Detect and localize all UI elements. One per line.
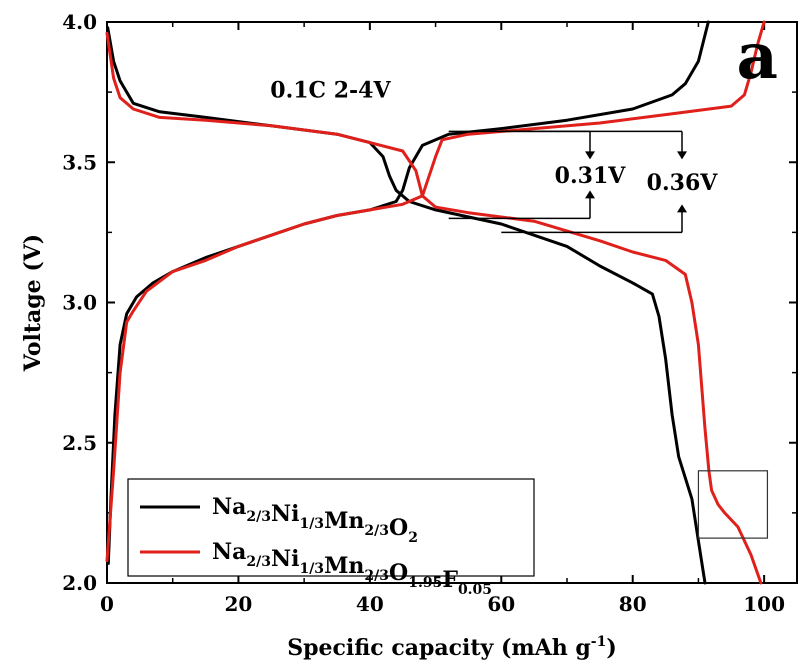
series-layer (105, 20, 766, 585)
legend-subscript: 2 (408, 530, 418, 546)
y-tick-label: 4.0 (62, 10, 97, 34)
x-axis-title-main: Specific capacity (mAh g (287, 635, 591, 661)
legend-subscript: 2/3 (364, 523, 389, 539)
zoom-highlight-box (697, 470, 769, 539)
series-1-discharge-line (105, 31, 763, 585)
annotations-group: 0.1C 2-4V a 0.31V 0.36V (270, 19, 778, 539)
legend-label-1: Na2/3Ni1/3Mn2/3O1.95F0.05 (212, 539, 492, 598)
legend-subscript: 1.95 (408, 575, 442, 591)
y-axis-title: Voltage (V) (20, 234, 46, 372)
x-axis-title-close: ) (606, 635, 616, 661)
panel-label: a (737, 19, 778, 94)
x-tick-label: 20 (225, 592, 253, 616)
y-tick-label: 2.0 (62, 571, 97, 595)
legend-subscript: 2/3 (364, 568, 389, 584)
x-tick-label: 80 (619, 592, 647, 616)
series-1-charge-line (105, 20, 766, 563)
legend-element: Mn (324, 553, 364, 579)
legend-subscript: 1/3 (299, 516, 324, 532)
y-tick-label: 3.0 (62, 291, 97, 315)
legend: Na2/3Ni1/3Mn2/3O2Na2/3Ni1/3Mn2/3O1.95F0.… (127, 478, 535, 598)
x-axis-title: Specific capacity (mAh g-1) (287, 634, 617, 661)
legend-element: Mn (324, 508, 364, 534)
legend-element: Ni (271, 501, 299, 527)
legend-box (127, 478, 535, 577)
series-0-discharge-line (106, 26, 707, 585)
x-axis-title-sup: -1 (591, 634, 607, 650)
x-tick-label: 100 (743, 592, 785, 616)
x-tick-label: 40 (356, 592, 384, 616)
gap-arrow-up-head (677, 204, 687, 213)
legend-element: O (389, 515, 408, 541)
gap-arrow-up-head (585, 190, 595, 199)
y-tick-label: 3.5 (62, 150, 97, 174)
x-tick-label: 60 (487, 592, 515, 616)
legend-subscript: 2/3 (246, 509, 271, 525)
gap-arrow-down-head (585, 151, 595, 160)
gap-arrow-down-head (677, 151, 687, 160)
voltage-gap-label: 0.36V (647, 170, 719, 196)
x-tick-label: 0 (100, 592, 114, 616)
legend-element: F (442, 567, 458, 593)
legend-subscript: 1/3 (299, 561, 324, 577)
axes-group: 0 20 40 60 80 100 2.0 2.5 3.0 3.5 4.0 Specific capa… (20, 10, 798, 661)
y-tick-label: 2.5 (62, 431, 97, 455)
legend-subscript: 2/3 (246, 554, 271, 570)
voltage-gap-label: 0.31V (555, 163, 627, 189)
legend-element: O (389, 560, 408, 586)
legend-element: Ni (271, 546, 299, 572)
legend-subscript: 0.05 (458, 582, 492, 598)
condition-annotation: 0.1C 2-4V (270, 78, 391, 104)
legend-element: Na (212, 539, 246, 565)
legend-element: Na (212, 494, 246, 520)
legend-label-0: Na2/3Ni1/3Mn2/3O2 (212, 494, 418, 546)
